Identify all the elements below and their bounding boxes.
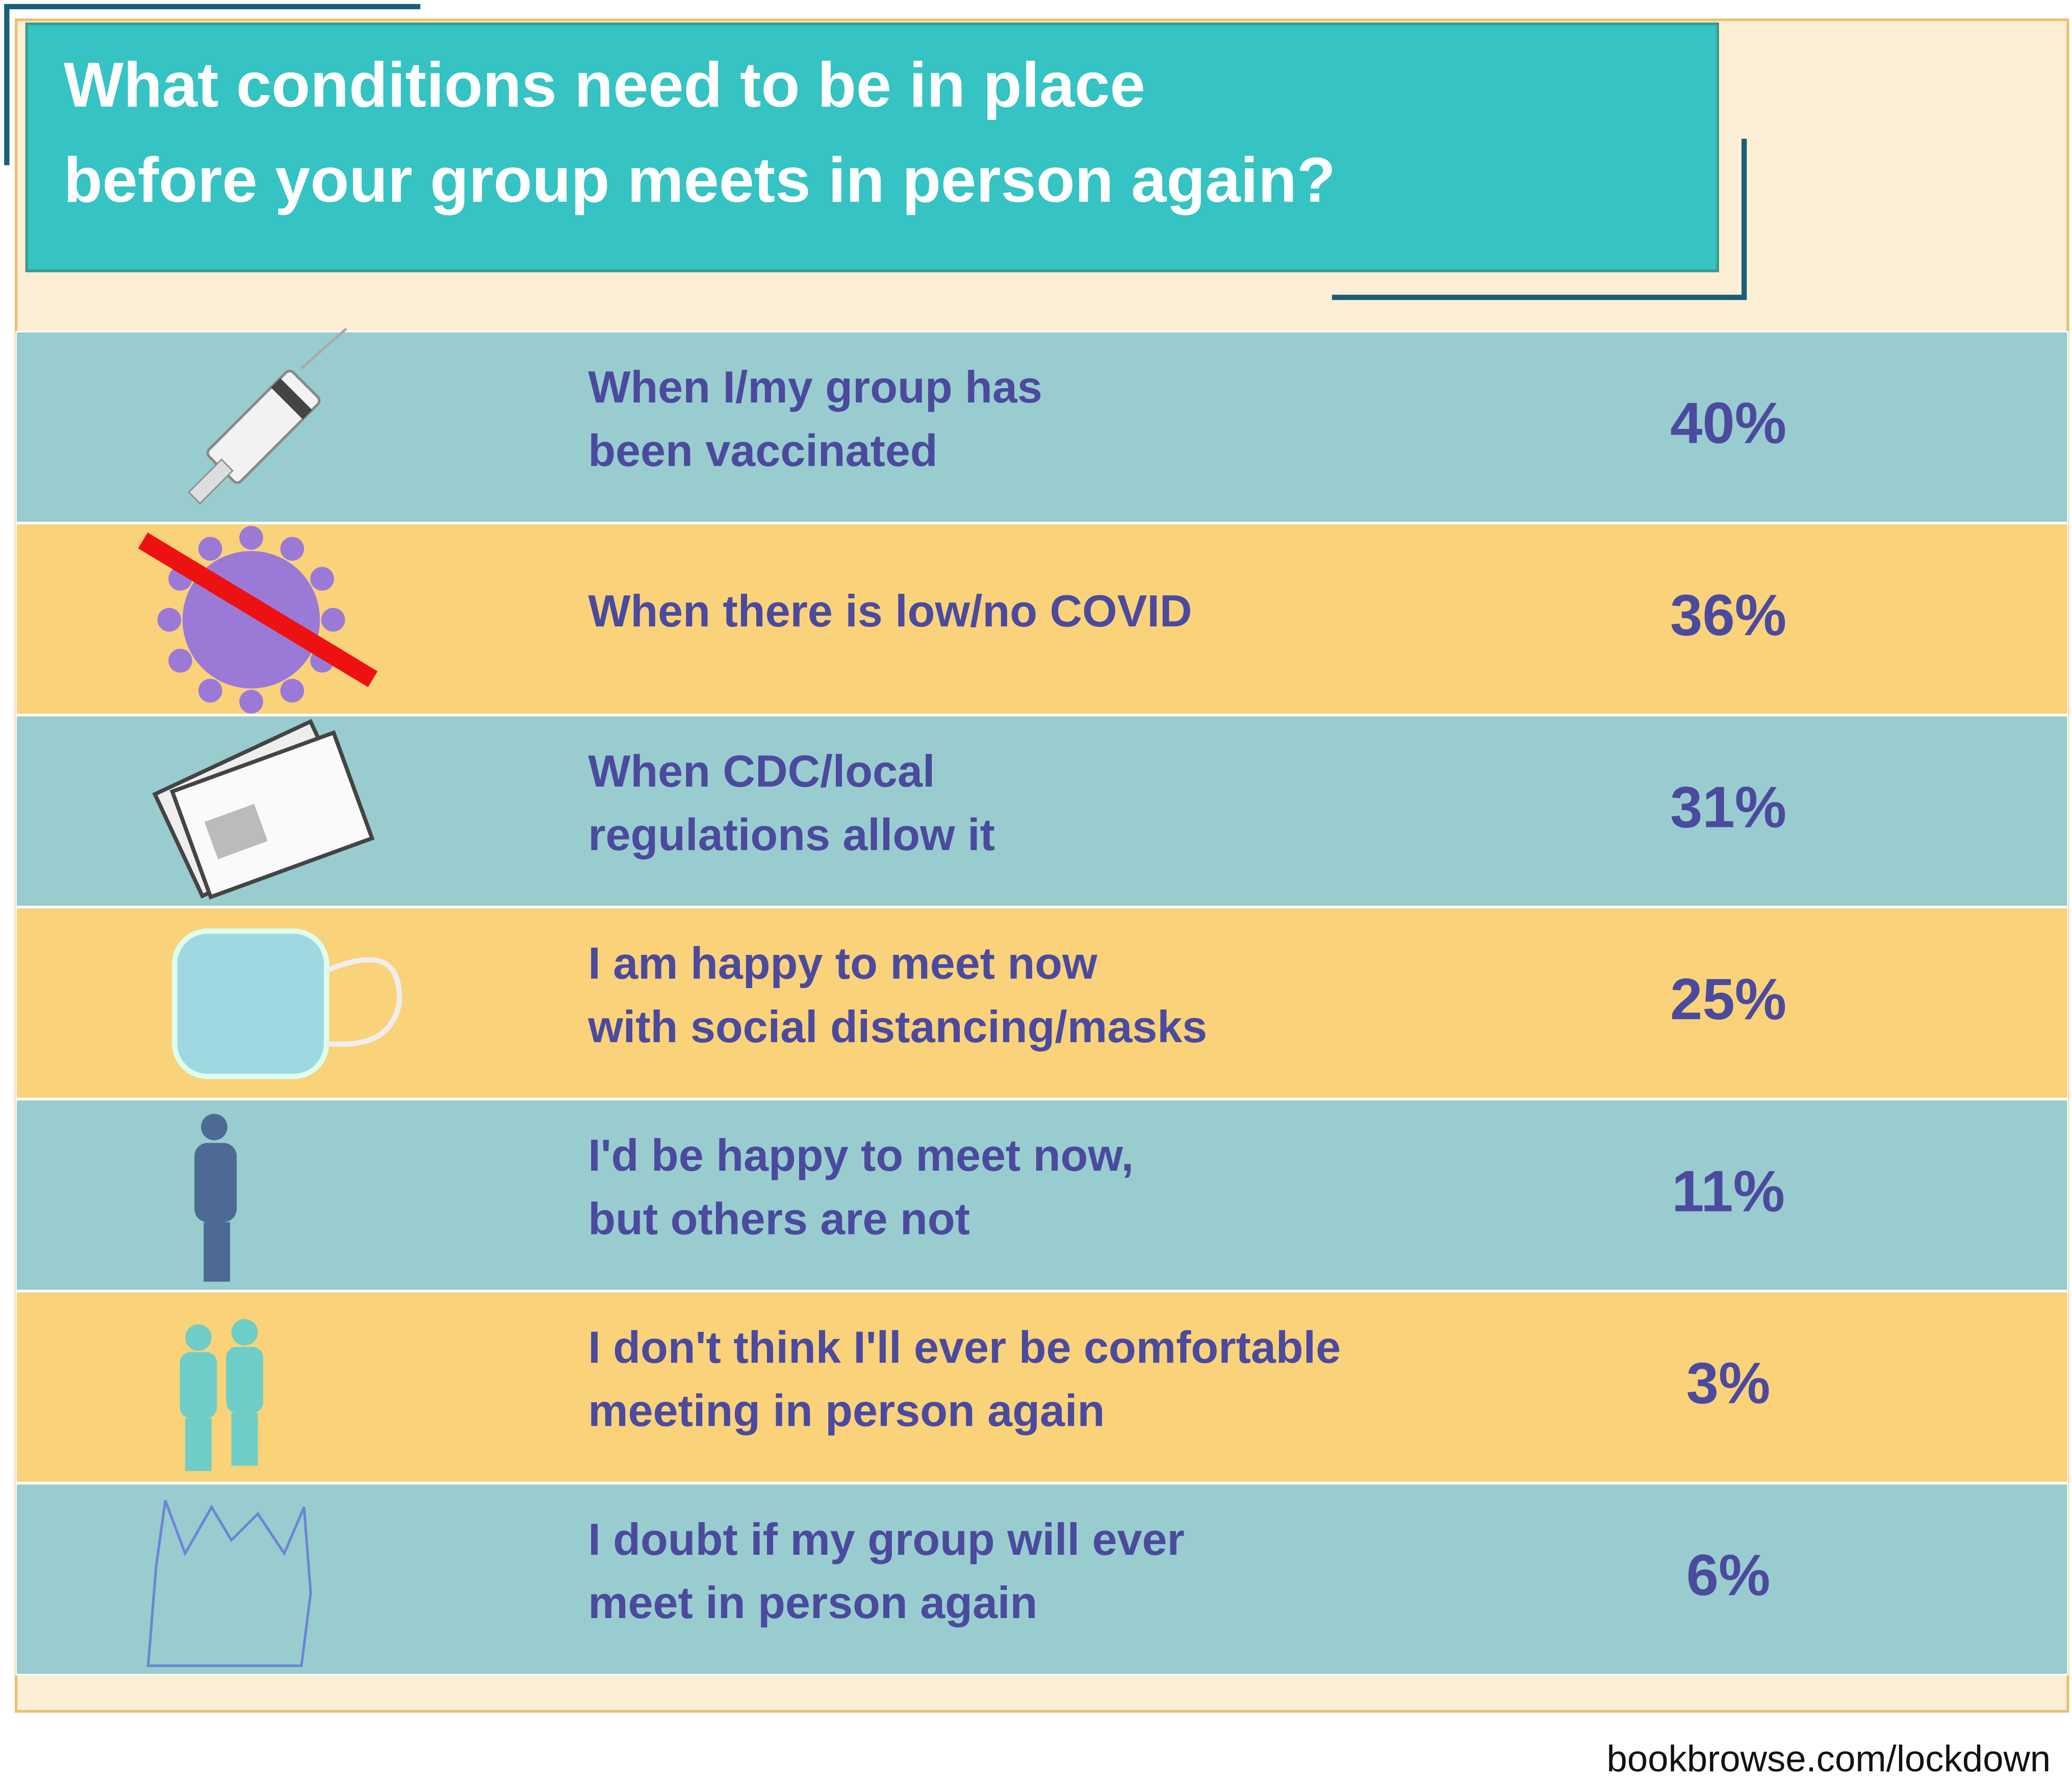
- row-label: I am happy to meet now: [588, 938, 1097, 988]
- virus-spike: [239, 690, 263, 714]
- person-head: [201, 1114, 227, 1141]
- virus-spike: [239, 525, 263, 550]
- syringe-plunger: [188, 458, 234, 504]
- row-label: When I/my group has: [588, 362, 1042, 412]
- row-value: 25%: [1670, 967, 1786, 1032]
- row-icon: [188, 327, 347, 504]
- syringe-tip: [271, 378, 312, 419]
- title-line: before your group meets in person again?: [64, 145, 1336, 216]
- row-value: 11%: [1672, 1159, 1785, 1224]
- person-legs: [231, 1412, 258, 1466]
- person-body: [194, 1143, 237, 1223]
- person-body: [180, 1352, 217, 1419]
- person-legs: [185, 1418, 212, 1471]
- row-label: regulations allow it: [588, 809, 995, 860]
- row-band: [15, 1099, 2069, 1292]
- row-label: meet in person again: [588, 1577, 1037, 1628]
- row-band: [15, 331, 2069, 523]
- decor-bracket: [4, 4, 421, 165]
- row-icon: [180, 1319, 263, 1471]
- mask-body: [172, 928, 329, 1079]
- row-label: but others are not: [588, 1193, 970, 1244]
- row-icon: [194, 1114, 237, 1282]
- virus-spike: [168, 648, 192, 673]
- row-value: 31%: [1670, 775, 1786, 840]
- row-value: 40%: [1670, 391, 1786, 456]
- footer: bookbrowse.com/lockdown: [1607, 1738, 2051, 1780]
- person-head: [185, 1324, 212, 1351]
- mask-strap: [325, 957, 402, 1047]
- rows: When I/my group has been vaccinated 40% Whe…: [15, 327, 2069, 1675]
- row-value: 6%: [1686, 1543, 1771, 1608]
- row-band: [15, 1291, 2069, 1483]
- row-label: meeting in person again: [588, 1385, 1105, 1436]
- row-label: I doubt if my group will ever: [588, 1514, 1185, 1564]
- person-body: [226, 1347, 263, 1413]
- virus-spike: [198, 537, 222, 561]
- virus-spike: [280, 678, 304, 703]
- row-label: with social distancing/masks: [587, 1001, 1207, 1052]
- row-label: I'd be happy to meet now,: [588, 1130, 1134, 1180]
- row-icon: [138, 525, 378, 714]
- cross-out: [138, 532, 378, 688]
- title-box: [25, 22, 1719, 272]
- row-value: 36%: [1670, 583, 1786, 648]
- row-icon: [146, 1500, 312, 1668]
- title-line: What conditions need to be in place: [64, 49, 1145, 120]
- newspaper-photo: [204, 803, 268, 860]
- row-label: When CDC/local: [588, 746, 935, 796]
- virus-spike: [310, 567, 335, 591]
- crowd-outline: [146, 1500, 312, 1668]
- row-icon: [172, 928, 402, 1079]
- decor-bracket: [1332, 139, 1747, 300]
- row-band: [15, 523, 2069, 715]
- row-value: 3%: [1686, 1351, 1771, 1416]
- row-label: been vaccinated: [588, 425, 937, 476]
- virus-spike: [321, 608, 345, 632]
- person-head: [231, 1319, 258, 1346]
- syringe-needle: [300, 327, 347, 369]
- person-legs: [203, 1222, 231, 1282]
- row-label: I don't think I'll ever be comfortable: [588, 1322, 1341, 1372]
- row-band: [15, 1483, 2069, 1675]
- row-band: [15, 907, 2069, 1099]
- row-icon: [152, 719, 375, 900]
- row-label: When there is low/no COVID: [588, 586, 1192, 636]
- virus-spike: [198, 678, 222, 703]
- virus-spike: [157, 608, 182, 632]
- virus-spike: [280, 537, 304, 561]
